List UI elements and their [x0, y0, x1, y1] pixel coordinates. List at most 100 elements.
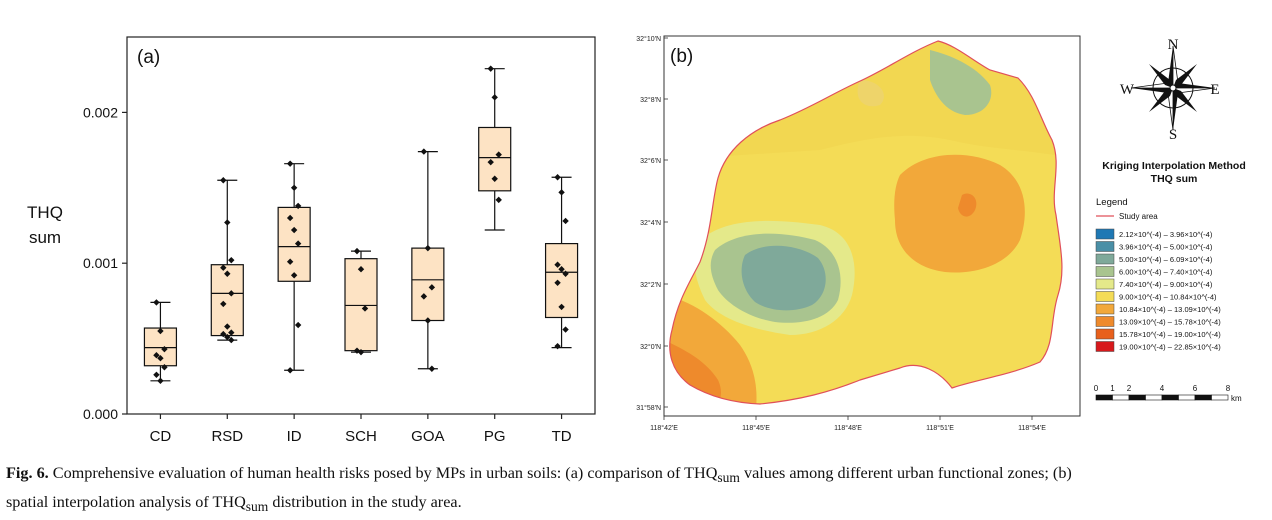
legend-item-label: 19.00×10^(-4) – 22.85×10^(-4): [1119, 343, 1221, 352]
scale-bar-label: 2: [1127, 384, 1132, 393]
data-point: [554, 261, 561, 268]
scale-bar-segment: [1194, 394, 1212, 401]
caption-text-4: distribution in the study area.: [268, 493, 462, 512]
latitude-label: 32°6'N: [640, 157, 661, 165]
legend-swatch: [1095, 303, 1115, 315]
latitude-label: 32°4'N: [640, 219, 661, 227]
scale-bar-segment: [1178, 394, 1196, 401]
data-point: [491, 94, 498, 101]
data-point: [361, 305, 369, 312]
y-tick-label: 0.002: [83, 104, 118, 120]
x-tick-label: GOA: [411, 428, 444, 445]
data-point: [357, 266, 365, 273]
data-point: [220, 300, 227, 308]
data-point: [562, 326, 569, 333]
legend-swatch: [1095, 328, 1115, 340]
data-point: [290, 272, 298, 279]
caption-text-2: values among different urban functional …: [739, 464, 1072, 482]
data-point: [424, 244, 432, 252]
panel-label-a: (a): [137, 47, 160, 68]
data-point: [228, 329, 235, 336]
box-iqr: [411, 247, 445, 322]
data-point: [220, 330, 227, 338]
data-point: [558, 303, 565, 311]
data-point: [220, 177, 227, 184]
data-point: [554, 279, 561, 287]
legend-swatch: [1095, 253, 1115, 265]
latitude-label: 31°58'N: [636, 404, 661, 412]
data-point: [157, 377, 164, 385]
data-point: [153, 299, 160, 306]
map-panel: (b) 32°10'N 32°8'N 32°6'N 32°4'N 32°2'N 32°0'…: [636, 35, 1246, 432]
plot-frame: [126, 36, 596, 415]
scale-bar-label: 8: [1226, 384, 1231, 393]
data-point: [286, 258, 294, 265]
data-point: [420, 293, 428, 300]
figure-canvas: (a) THQ sum 0.000 0.001 0.002 CD RSD ID SCH GO…: [27, 35, 1246, 445]
data-point: [558, 266, 565, 273]
data-point: [562, 270, 569, 277]
legend-swatch: [1095, 291, 1115, 302]
data-point: [420, 148, 428, 155]
data-point: [153, 371, 160, 378]
scale-bar-segment: [1112, 394, 1130, 401]
data-point: [161, 345, 168, 353]
scale-bar-segment: [1145, 394, 1163, 401]
x-tick-label: TD: [552, 428, 572, 445]
data-point: [228, 336, 235, 344]
method-title: Kriging Interpolation Method: [1102, 160, 1245, 172]
data-point: [224, 270, 231, 277]
scale-bar-segment: [1211, 394, 1229, 401]
longitude-label: 118°54'E: [1018, 424, 1046, 432]
scale-bar-segment: [1161, 394, 1179, 401]
latitude-label: 32°2'N: [640, 281, 661, 289]
data-point: [428, 365, 436, 372]
x-tick-label: CD: [150, 428, 172, 445]
data-point: [220, 264, 227, 271]
latitude-label: 32°10'N: [636, 35, 661, 43]
data-point: [495, 196, 502, 204]
data-point: [562, 217, 569, 225]
data-point: [487, 65, 494, 72]
data-point: [558, 189, 565, 196]
box-cd: [143, 299, 178, 385]
legend-item-label: 3.96×10^(-4) – 5.00×10^(-4): [1119, 243, 1213, 252]
longitude-label: 118°51'E: [926, 424, 954, 432]
box-iqr: [277, 206, 311, 282]
scale-bar-label: 1: [1110, 384, 1115, 393]
compass-east-label: E: [1210, 82, 1219, 98]
legend-title: Legend: [1096, 197, 1128, 208]
compass-rose-icon: [1130, 45, 1216, 131]
data-point: [161, 364, 168, 371]
data-point: [157, 327, 164, 335]
box-pg: [478, 65, 512, 231]
box-id: [277, 160, 311, 374]
x-tick-label: ID: [287, 428, 302, 445]
data-point: [286, 367, 294, 374]
data-point: [424, 317, 432, 324]
caption-fig-label: Fig. 6.: [6, 464, 49, 482]
data-point: [153, 351, 160, 359]
box-rsd: [210, 177, 244, 344]
scale-bar-label: 4: [1160, 384, 1165, 393]
legend-item-label: 9.00×10^(-4) – 10.84×10^(-4): [1119, 293, 1217, 302]
compass-north-label: N: [1168, 37, 1179, 53]
data-point: [290, 226, 298, 234]
scale-bar-segment: [1128, 394, 1146, 401]
scale-bar: 0 1 2 4 6 8km: [1094, 384, 1242, 403]
data-point: [228, 256, 235, 264]
legend-item-label: 2.12×10^(-4) – 3.96×10^(-4): [1119, 230, 1213, 239]
legend-swatch: [1095, 316, 1115, 327]
data-point: [491, 175, 498, 182]
data-point: [224, 219, 231, 226]
scale-bar-segment: [1095, 394, 1113, 401]
legend-item-label: 13.09×10^(-4) – 15.78×10^(-4): [1119, 318, 1221, 327]
x-tick-label: SCH: [345, 428, 377, 445]
scale-bar-unit: km: [1231, 394, 1242, 403]
data-point: [554, 342, 561, 350]
scale-bar-label: 6: [1193, 384, 1198, 393]
data-point: [353, 247, 361, 255]
data-point: [286, 160, 294, 167]
latitude-label: 32°0'N: [640, 343, 661, 351]
caption-text-1: Comprehensive evaluation of human health…: [48, 464, 718, 482]
